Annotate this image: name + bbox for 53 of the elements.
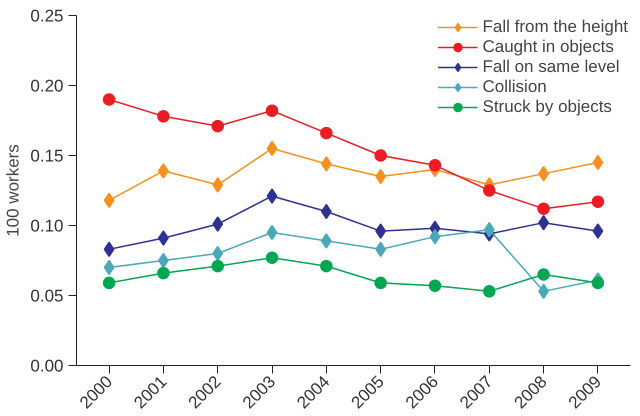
- point: [211, 120, 224, 132]
- point: [104, 192, 115, 208]
- point: [375, 168, 386, 184]
- point: [537, 202, 550, 215]
- point: [320, 233, 332, 249]
- point: [104, 242, 115, 258]
- legend-label: Struck by objects: [482, 97, 612, 117]
- legend-label: Collision: [482, 77, 547, 97]
- y-tick-label: 0.25: [30, 6, 64, 26]
- y-tick-label: 0.10: [30, 216, 64, 236]
- point: [158, 163, 169, 179]
- point: [158, 252, 169, 268]
- y-tick-label: 0.20: [30, 76, 64, 96]
- point: [375, 242, 386, 258]
- point: [538, 166, 550, 182]
- point: [375, 223, 386, 239]
- point: [320, 204, 332, 220]
- point: [592, 223, 604, 239]
- point: [212, 246, 224, 262]
- legend-label: Fall from the height: [482, 17, 628, 37]
- point: [266, 104, 278, 117]
- point: [157, 266, 170, 280]
- point: [592, 195, 604, 208]
- point: [102, 93, 116, 106]
- point: [483, 184, 496, 197]
- point: [538, 284, 550, 300]
- point: [104, 260, 115, 276]
- point: [592, 154, 604, 170]
- point: [157, 110, 170, 123]
- point: [211, 260, 224, 272]
- y-axis-title: 100 workers: [3, 144, 22, 237]
- point: [266, 251, 278, 264]
- point: [428, 159, 442, 172]
- point: [320, 126, 333, 140]
- point: [212, 177, 224, 193]
- point: [538, 214, 550, 230]
- point: [320, 260, 333, 272]
- y-tick-label: 0.15: [30, 146, 64, 166]
- point: [320, 156, 332, 172]
- point: [484, 222, 495, 238]
- point: [158, 230, 169, 246]
- point: [428, 279, 442, 292]
- point: [374, 149, 387, 162]
- y-tick-label: 0.05: [30, 286, 64, 306]
- point: [483, 285, 496, 298]
- legend-label: Fall on same level: [482, 57, 620, 77]
- point: [374, 276, 387, 290]
- point: [212, 216, 224, 232]
- y-tick-label: 0.00: [30, 356, 64, 376]
- point: [592, 276, 604, 290]
- point: [102, 276, 116, 290]
- legend-label: Caught in objects: [482, 37, 614, 57]
- point: [537, 268, 550, 281]
